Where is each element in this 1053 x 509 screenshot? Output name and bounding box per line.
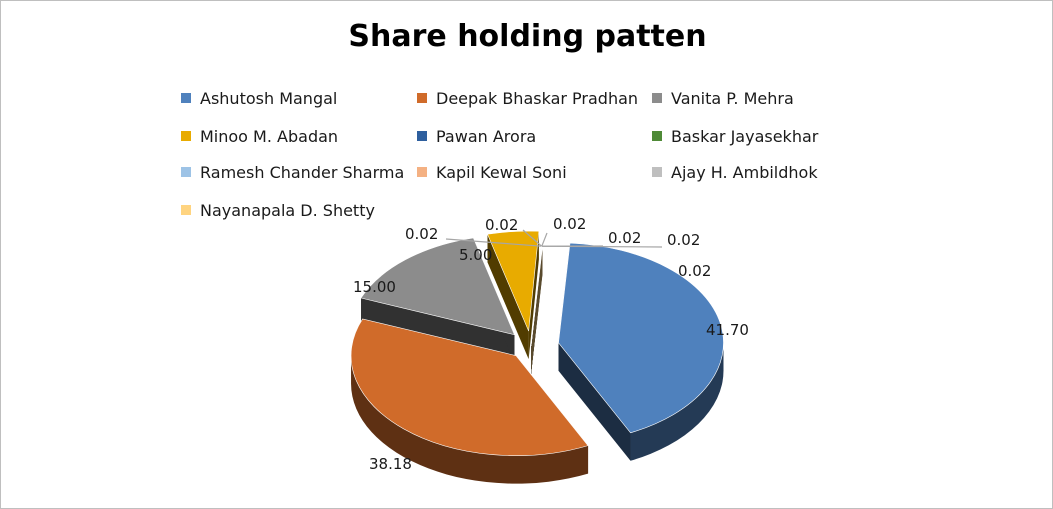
legend-swatch xyxy=(181,167,191,177)
legend-swatch xyxy=(417,93,427,103)
legend-label: Nayanapala D. Shetty xyxy=(200,200,375,220)
legend-item-baskar-jayasekhar: Baskar Jayasekhar xyxy=(652,125,818,147)
data-labels: 41.70 38.18 15.00 5.00 0.02 0.02 0.02 0.02 0.02 0… xyxy=(353,215,749,473)
legend-swatch xyxy=(181,131,191,141)
legend-swatch xyxy=(181,205,191,215)
data-label-1: 38.18 xyxy=(369,455,412,473)
legend-item-kapil-kewal-soni: Kapil Kewal Soni xyxy=(417,161,567,183)
data-label-7: 0.02 xyxy=(608,229,641,247)
slice-wall-9-1 xyxy=(531,246,543,374)
legend-item-pawan-arora: Pawan Arora xyxy=(417,125,536,147)
pie-slice-3 xyxy=(487,230,540,332)
pie-slice-1 xyxy=(350,318,589,456)
slice-wall-3-0 xyxy=(487,234,529,360)
pie-tops xyxy=(350,230,724,456)
legend-label: Kapil Kewal Soni xyxy=(436,162,567,182)
chart-title: Share holding patten xyxy=(348,19,707,54)
leader-line-6 xyxy=(541,232,548,247)
leader-line-8 xyxy=(542,245,663,248)
slice-side-0-0 xyxy=(630,342,724,461)
legend-item-ajay-h-ambildhok: Ajay H. Ambildhok xyxy=(652,161,818,183)
data-label-6: 0.02 xyxy=(553,215,586,233)
legend-label: Pawan Arora xyxy=(436,126,537,146)
slice-wall-3-1 xyxy=(528,231,539,360)
legend-swatch xyxy=(417,167,427,177)
legend-item-nayanapala-d-shetty: Nayanapala D. Shetty xyxy=(181,199,375,221)
legend-swatch xyxy=(417,131,427,141)
legend-label: Baskar Jayasekhar xyxy=(671,126,819,146)
pie-slice-0 xyxy=(558,242,724,434)
legend-swatch xyxy=(181,93,191,103)
legend-label: Vanita P. Mehra xyxy=(671,88,794,108)
legend-label: Ashutosh Mangal xyxy=(200,88,338,108)
data-label-3: 5.00 xyxy=(459,246,492,264)
legend-label: Ajay H. Ambildhok xyxy=(671,162,818,182)
slice-wall-0-1 xyxy=(558,342,631,461)
legend-label: Minoo M. Abadan xyxy=(200,126,339,146)
data-label-0: 41.70 xyxy=(706,321,749,339)
data-label-4: 0.02 xyxy=(405,225,438,243)
legend-item-minoo-m-abadan: Minoo M. Abadan xyxy=(181,125,338,147)
data-label-8: 0.02 xyxy=(667,231,700,249)
legend-label: Deepak Bhaskar Pradhan xyxy=(436,88,639,108)
legend-swatch xyxy=(652,93,662,103)
data-label-2: 15.00 xyxy=(353,278,396,296)
legend-item-deepak-bhaskar-pradhan: Deepak Bhaskar Pradhan xyxy=(417,87,638,109)
data-label-5: 0.02 xyxy=(485,216,518,234)
legend-label: Ramesh Chander Sharma xyxy=(200,162,405,182)
leader-line-5 xyxy=(522,229,542,247)
slice-side-1-0 xyxy=(351,355,589,484)
data-label-9: 0.02 xyxy=(678,262,711,280)
legend-swatch xyxy=(652,167,662,177)
leader-line-4 xyxy=(445,238,542,247)
legend-swatch xyxy=(652,131,662,141)
legend-item-vanita-p-mehra: Vanita P. Mehra xyxy=(652,87,794,109)
legend-item-ashutosh-mangal: Ashutosh Mangal xyxy=(181,87,337,109)
legend-item-ramesh-chander-sharma: Ramesh Chander Sharma xyxy=(181,161,404,183)
leader-lines xyxy=(445,229,663,248)
